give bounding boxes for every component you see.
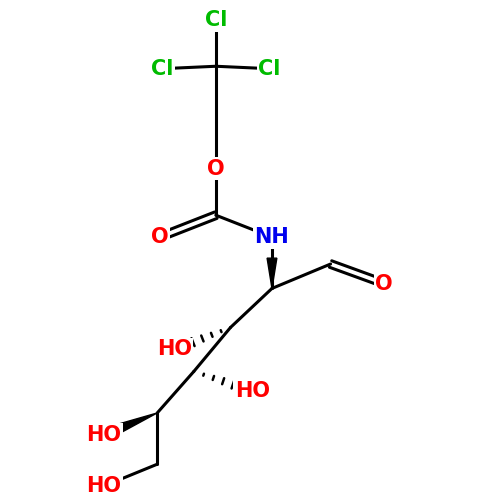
Text: Cl: Cl (151, 58, 174, 78)
Text: HO: HO (157, 340, 192, 359)
Text: HO: HO (235, 381, 270, 401)
Text: Cl: Cl (204, 10, 227, 30)
Text: HO: HO (86, 476, 121, 496)
Text: O: O (376, 274, 393, 293)
Polygon shape (101, 413, 157, 441)
Polygon shape (267, 258, 277, 288)
Text: NH: NH (254, 227, 290, 247)
Text: O: O (207, 159, 224, 179)
Text: O: O (151, 227, 168, 247)
Text: HO: HO (86, 425, 121, 445)
Text: Cl: Cl (258, 58, 280, 78)
